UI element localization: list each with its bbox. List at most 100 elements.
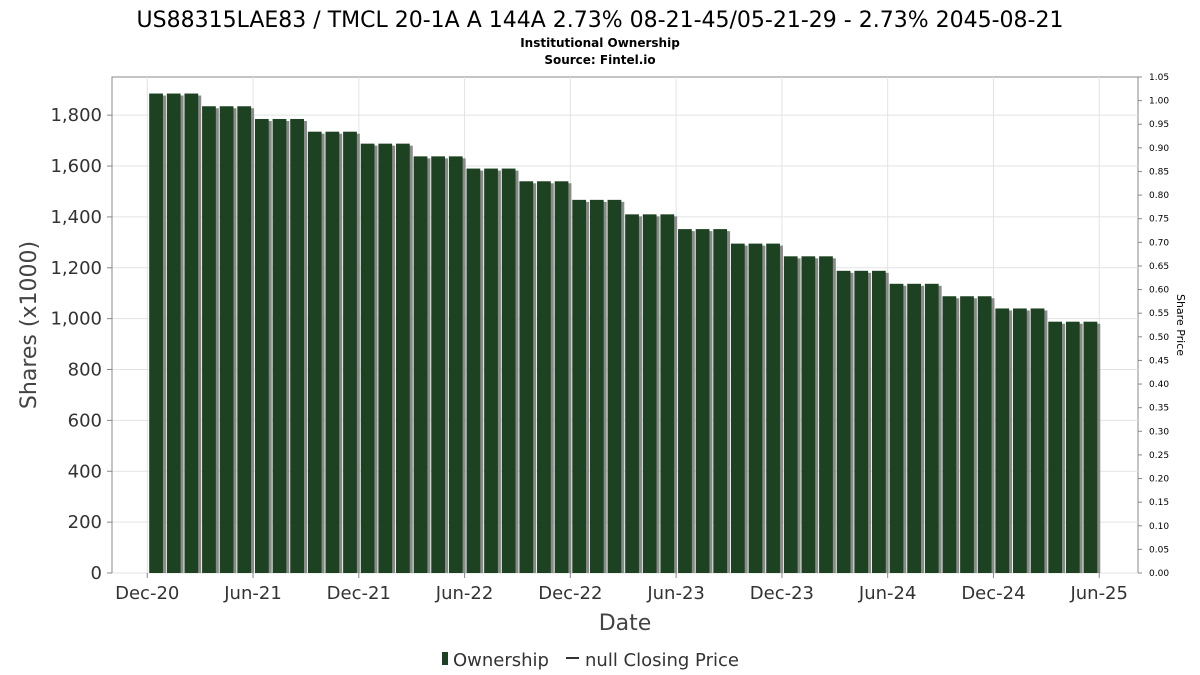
ownership-bar bbox=[1048, 321, 1063, 573]
x-tick-label: Dec-22 bbox=[538, 583, 602, 604]
ownership-bar bbox=[995, 308, 1010, 573]
ownership-bar bbox=[519, 181, 534, 574]
y2-tick-label: 1.00 bbox=[1149, 97, 1169, 107]
ownership-bar bbox=[272, 118, 287, 573]
y2-tick-label: 0.10 bbox=[1149, 522, 1169, 532]
legend-ownership-label: Ownership bbox=[453, 650, 549, 671]
x-tick-label: Dec-24 bbox=[961, 583, 1025, 604]
ownership-bar bbox=[572, 199, 587, 573]
x-tick-label: Dec-20 bbox=[115, 583, 179, 604]
x-tick-label: Dec-21 bbox=[327, 583, 391, 604]
legend-ownership-swatch bbox=[442, 652, 448, 665]
chart-subtitle-source: Source: Fintel.io bbox=[544, 53, 655, 67]
legend-closing-price-label: null Closing Price bbox=[585, 650, 739, 671]
ownership-bar bbox=[924, 283, 939, 573]
ownership-bar bbox=[413, 156, 428, 574]
ownership-bar bbox=[202, 106, 216, 573]
ownership-bar bbox=[960, 296, 974, 573]
y2-tick-label: 0.00 bbox=[1149, 569, 1169, 579]
y-tick-label: 800 bbox=[68, 360, 102, 381]
y2-tick-label: 1.05 bbox=[1149, 73, 1169, 83]
y-tick-label: 1,600 bbox=[50, 156, 102, 177]
y2-tick-label: 0.35 bbox=[1149, 404, 1169, 414]
x-axis-label: Date bbox=[599, 611, 652, 636]
y2-axis-label: Share Price bbox=[1174, 294, 1187, 356]
ownership-bar bbox=[642, 214, 657, 573]
ownership-bar bbox=[766, 243, 780, 573]
y-tick-label: 1,400 bbox=[50, 207, 102, 228]
ownership-bar bbox=[783, 256, 798, 573]
ownership-bar bbox=[1065, 321, 1080, 573]
ownership-bar bbox=[730, 243, 745, 573]
ownership-bars bbox=[149, 93, 1101, 574]
ownership-bar bbox=[554, 181, 569, 574]
y2-tick-label: 0.90 bbox=[1149, 144, 1169, 154]
left-y-axis: 0 200 400 600 800 1,000 1,200 1,400 1,600 1,800 bbox=[50, 77, 113, 584]
ownership-bar bbox=[889, 283, 904, 573]
ownership-bar bbox=[1083, 321, 1098, 573]
ownership-bar bbox=[537, 181, 551, 574]
chart-subtitle-ownership: Institutional Ownership bbox=[520, 36, 680, 50]
x-tick-label: Jun-23 bbox=[646, 583, 705, 604]
ownership-bar bbox=[748, 243, 763, 573]
legend: Ownership null Closing Price bbox=[442, 650, 739, 671]
x-tick-label: Jun-22 bbox=[435, 583, 494, 604]
ownership-bar bbox=[942, 296, 957, 573]
y-tick-label: 1,200 bbox=[50, 258, 102, 279]
y-tick-label: 200 bbox=[68, 512, 102, 533]
ownership-bar bbox=[836, 270, 851, 573]
y2-tick-label: 0.75 bbox=[1149, 215, 1169, 225]
y2-tick-label: 0.60 bbox=[1149, 286, 1169, 296]
y2-tick-label: 0.65 bbox=[1149, 262, 1169, 272]
ownership-bar bbox=[396, 143, 410, 574]
ownership-bar bbox=[149, 93, 163, 574]
chart-title: US88315LAE83 / TMCL 20-1A A 144A 2.73% 0… bbox=[137, 8, 1064, 33]
ownership-bar bbox=[325, 131, 340, 573]
ownership-bar bbox=[378, 143, 393, 574]
ownership-bar bbox=[713, 229, 728, 573]
x-tick-label: Jun-21 bbox=[223, 583, 282, 604]
right-y-axis: 0.00 0.05 0.10 0.15 0.20 0.25 0.30 0.35 0.40 0.45… bbox=[1138, 73, 1169, 579]
ownership-bar bbox=[678, 229, 692, 573]
ownership-bar bbox=[166, 93, 181, 574]
y2-tick-label: 0.45 bbox=[1149, 356, 1169, 366]
y2-tick-label: 0.40 bbox=[1149, 380, 1169, 390]
x-tick-label: Dec-23 bbox=[750, 583, 814, 604]
y2-tick-label: 0.95 bbox=[1149, 120, 1169, 130]
ownership-bar bbox=[1013, 308, 1027, 573]
ownership-bar bbox=[254, 118, 269, 573]
ownership-bar bbox=[1030, 308, 1045, 573]
ownership-bar bbox=[589, 199, 604, 573]
x-axis: Dec-20 Jun-21 Dec-21 Jun-22 Dec-22 Jun-23 Dec-… bbox=[115, 573, 1128, 604]
ownership-bar bbox=[466, 168, 481, 574]
y-tick-label: 600 bbox=[68, 410, 102, 431]
ownership-bar bbox=[431, 156, 446, 574]
y2-tick-label: 0.30 bbox=[1149, 427, 1169, 437]
x-tick-label: Jun-25 bbox=[1069, 583, 1128, 604]
y2-tick-label: 0.80 bbox=[1149, 191, 1169, 201]
ownership-bar bbox=[501, 168, 516, 574]
ownership-bar bbox=[484, 168, 498, 574]
ownership-bar bbox=[448, 156, 463, 574]
ownership-bar bbox=[307, 131, 322, 573]
ownership-bar bbox=[660, 214, 675, 573]
ownership-bar bbox=[219, 106, 234, 573]
y-tick-label: 1,800 bbox=[50, 105, 102, 126]
y-tick-label: 400 bbox=[68, 461, 102, 482]
y2-tick-label: 0.55 bbox=[1149, 309, 1169, 319]
ownership-bar bbox=[801, 256, 816, 573]
y2-tick-label: 0.15 bbox=[1149, 498, 1169, 508]
ownership-bar bbox=[819, 256, 833, 573]
ownership-bar bbox=[184, 93, 199, 574]
ownership-bar bbox=[977, 296, 992, 573]
y-tick-label: 0 bbox=[91, 563, 102, 584]
y2-tick-label: 0.20 bbox=[1149, 475, 1169, 485]
y2-tick-label: 0.70 bbox=[1149, 238, 1169, 248]
ownership-bar bbox=[907, 283, 921, 573]
ownership-bar bbox=[625, 214, 639, 573]
ownership-bar bbox=[607, 199, 622, 573]
x-tick-label: Jun-24 bbox=[858, 583, 917, 604]
ownership-bar bbox=[343, 131, 357, 573]
y2-tick-label: 0.05 bbox=[1149, 545, 1169, 555]
